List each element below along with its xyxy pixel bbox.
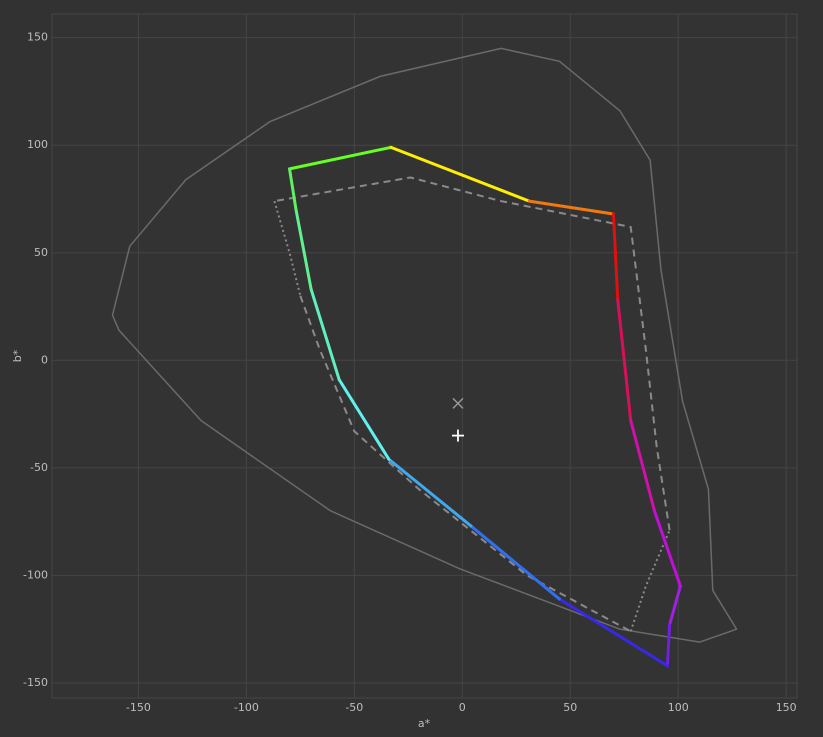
y-tick-label: -50 <box>30 461 48 474</box>
gamut-segment <box>527 199 615 216</box>
gamut-segment <box>309 287 341 382</box>
gamut-segment <box>469 524 561 601</box>
gamut-segment <box>288 167 298 212</box>
gamut-segment <box>557 597 669 668</box>
x-tick-label: -150 <box>126 701 151 714</box>
marker <box>452 397 464 409</box>
x-tick-label: 100 <box>668 701 689 714</box>
gamut-segment <box>387 457 473 528</box>
gamut-segment <box>668 584 682 627</box>
x-tick-label: -100 <box>234 701 259 714</box>
y-tick-label: 100 <box>27 138 48 151</box>
x-tick-label: -50 <box>345 701 363 714</box>
x-tick-label: 50 <box>563 701 577 714</box>
y-tick-label: -100 <box>23 568 48 581</box>
gamut-segment <box>665 623 672 668</box>
gamut-segment <box>288 145 393 171</box>
y-axis-label: b* <box>11 349 24 362</box>
gamut-line <box>111 47 738 643</box>
y-tick-label: -150 <box>23 676 48 689</box>
gamut-line <box>274 176 671 531</box>
gamut-segment <box>616 298 633 423</box>
x-axis-label: a* <box>418 717 431 730</box>
y-tick-label: 0 <box>41 353 48 366</box>
gamut-segment <box>337 378 391 461</box>
gamut-segment <box>294 208 313 291</box>
marker <box>451 429 464 442</box>
gamut-segment <box>629 419 656 513</box>
plot-area <box>51 13 798 699</box>
gamut-segment <box>652 509 682 588</box>
gamut-segment <box>611 212 620 302</box>
x-tick-label: 0 <box>459 701 466 714</box>
marker-stroke <box>452 397 464 409</box>
y-tick-label: 150 <box>27 31 48 44</box>
gamut-line <box>629 529 671 632</box>
y-tick-label: 50 <box>34 246 48 259</box>
gamut-segment <box>389 145 531 203</box>
x-tick-label: 150 <box>776 701 797 714</box>
